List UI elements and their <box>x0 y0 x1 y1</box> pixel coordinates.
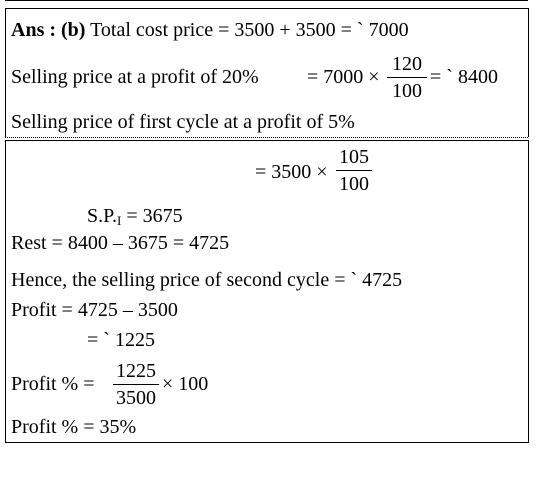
answer-box-bottom <box>5 140 529 443</box>
sp-value: = 3675 <box>126 205 183 227</box>
fraction-denominator: 100 <box>392 80 422 102</box>
line-selling-price: Selling price at a profit of 20% <box>11 67 259 87</box>
fraction-denominator: 100 <box>339 173 369 195</box>
first-cycle-expr: = 3500 × <box>255 161 328 183</box>
line-sp-first: S.P.I = 3675 <box>87 206 183 227</box>
line-profit-value: = ` 1225 <box>87 329 155 351</box>
sp-label: S.P. <box>87 205 118 227</box>
fraction-bar <box>387 77 427 78</box>
line-hence: Hence, the selling price of second cycle… <box>11 269 403 291</box>
line-final-profit: Profit % = 35% <box>11 416 137 438</box>
fraction-numerator: 105 <box>339 146 369 168</box>
fraction-numerator: 120 <box>392 53 422 75</box>
fraction-1225-3500: 1225 3500 <box>113 361 159 408</box>
line-profit: Profit = 4725 – 3500 <box>11 299 178 321</box>
dotted-separator <box>5 137 528 138</box>
fraction-bar <box>336 170 372 171</box>
selling-price-expr: = 7000 × <box>307 66 380 88</box>
top-border <box>5 0 528 3</box>
fraction-105-100: 105 100 <box>336 147 372 194</box>
answer-box-top <box>5 8 529 137</box>
line-total-cost: Ans : (b) Total cost price = 3500 + 3500… <box>11 20 409 40</box>
selling-price-result: = ` 8400 <box>430 66 498 88</box>
line-rest: Rest = 8400 – 3675 = 4725 <box>11 232 230 254</box>
fraction-bar <box>113 384 159 385</box>
line-first-cycle: Selling price of first cycle at a profit… <box>11 111 355 133</box>
fraction-120-100: 120 100 <box>387 54 427 101</box>
fraction-denominator: 3500 <box>116 387 156 409</box>
total-cost-text: Total cost price = 3500 + 3500 = ` 7000 <box>90 19 409 41</box>
profit-percent-tail: × 100 <box>162 373 209 395</box>
sp-subscript: I <box>117 213 122 228</box>
selling-price-prefix: Selling price at a profit of 20% <box>11 66 259 88</box>
fraction-numerator: 1225 <box>116 360 156 382</box>
profit-percent-label: Profit % = <box>11 373 95 395</box>
answer-label: Ans : (b) <box>11 19 86 41</box>
